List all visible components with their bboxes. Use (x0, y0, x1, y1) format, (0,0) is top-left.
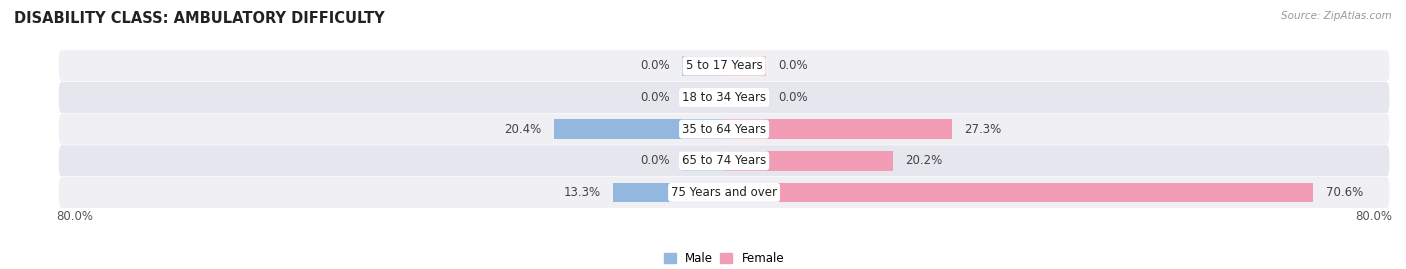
Text: 27.3%: 27.3% (965, 123, 1001, 136)
Text: 18 to 34 Years: 18 to 34 Years (682, 91, 766, 104)
Bar (682, 151, 724, 171)
FancyBboxPatch shape (59, 177, 1389, 208)
FancyBboxPatch shape (59, 82, 1389, 113)
FancyBboxPatch shape (59, 145, 1389, 176)
Text: 5 to 17 Years: 5 to 17 Years (686, 59, 762, 72)
Bar (724, 119, 952, 139)
Text: 0.0%: 0.0% (640, 91, 669, 104)
Text: 80.0%: 80.0% (1355, 210, 1392, 222)
Bar (682, 88, 724, 107)
Text: DISABILITY CLASS: AMBULATORY DIFFICULTY: DISABILITY CLASS: AMBULATORY DIFFICULTY (14, 11, 385, 26)
Bar (724, 183, 1313, 202)
FancyBboxPatch shape (59, 50, 1389, 81)
Text: 65 to 74 Years: 65 to 74 Years (682, 154, 766, 167)
FancyBboxPatch shape (59, 114, 1389, 145)
Text: Source: ZipAtlas.com: Source: ZipAtlas.com (1281, 11, 1392, 21)
Text: 0.0%: 0.0% (779, 91, 808, 104)
Text: 75 Years and over: 75 Years and over (671, 186, 778, 199)
Text: 20.2%: 20.2% (905, 154, 942, 167)
Bar (724, 151, 893, 171)
Text: 35 to 64 Years: 35 to 64 Years (682, 123, 766, 136)
Text: 0.0%: 0.0% (640, 154, 669, 167)
Bar (682, 56, 724, 76)
Text: 0.0%: 0.0% (779, 59, 808, 72)
Bar (724, 88, 766, 107)
Bar (613, 183, 724, 202)
Text: 13.3%: 13.3% (564, 186, 600, 199)
Legend: Male, Female: Male, Female (664, 252, 785, 265)
Text: 70.6%: 70.6% (1326, 186, 1364, 199)
Text: 0.0%: 0.0% (640, 59, 669, 72)
Text: 20.4%: 20.4% (503, 123, 541, 136)
Bar (724, 56, 766, 76)
Bar (554, 119, 724, 139)
Text: 80.0%: 80.0% (56, 210, 93, 222)
